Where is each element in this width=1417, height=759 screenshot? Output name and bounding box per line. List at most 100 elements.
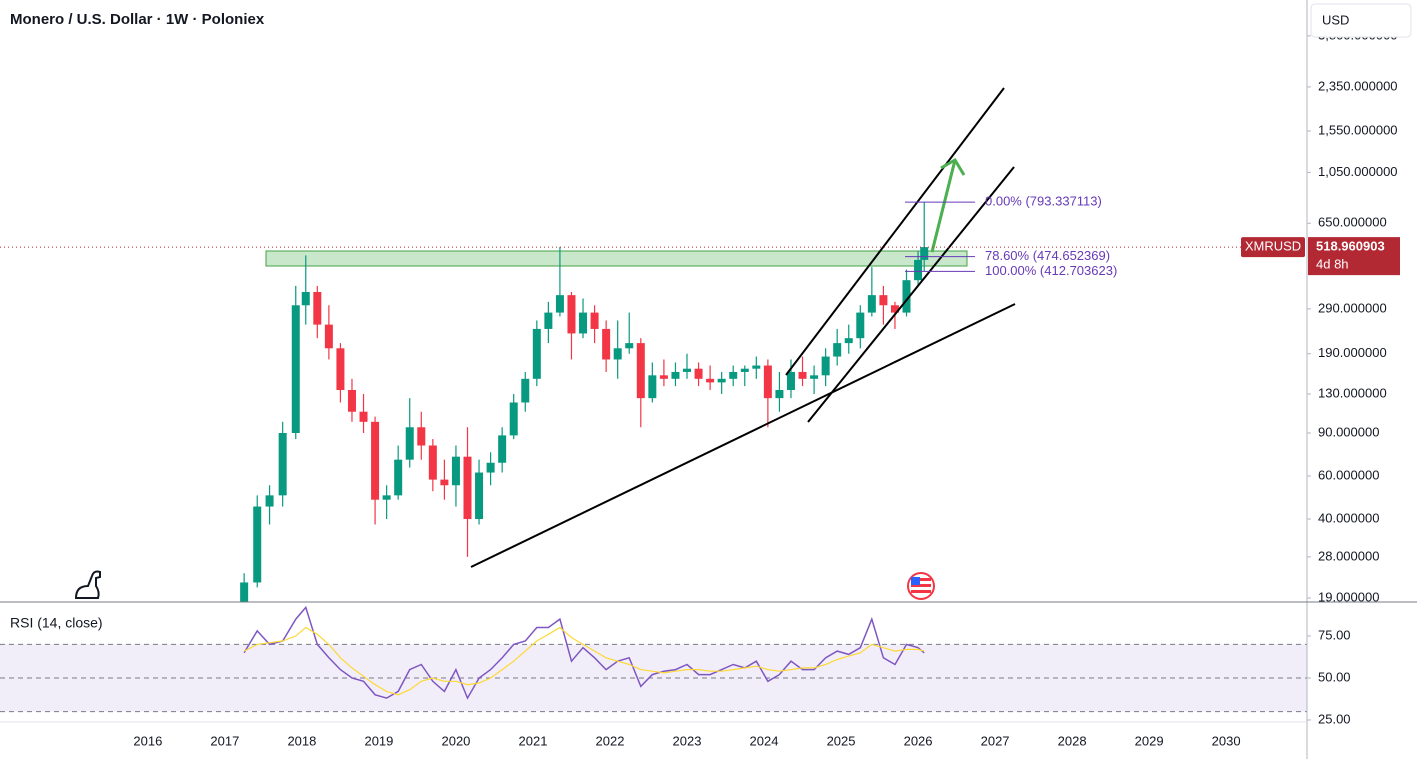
candle-body	[532, 328, 541, 379]
y-tick-label: 1,050.000000	[1318, 164, 1398, 179]
candle-body	[706, 378, 715, 383]
us-flag-icon	[907, 572, 935, 600]
currency-label[interactable]: USD	[1322, 12, 1349, 27]
x-tick-label: 2017	[210, 733, 239, 748]
candle-body	[475, 472, 484, 520]
x-tick-label: 2023	[673, 733, 702, 748]
candle-body	[451, 456, 460, 486]
candle-body	[867, 295, 876, 313]
candle-body	[371, 421, 380, 500]
candle-body	[763, 365, 772, 399]
candle-body	[498, 435, 507, 463]
x-tick-label: 2028	[1058, 733, 1087, 748]
y-tick-label: 190.000000	[1318, 345, 1387, 360]
y-tick-label: 19.000000	[1318, 589, 1379, 604]
candle-body	[347, 389, 356, 412]
arrow-head	[940, 157, 966, 176]
candle-body	[613, 348, 622, 360]
candle-body	[394, 459, 403, 496]
candle-body	[890, 305, 899, 313]
candle-body	[683, 368, 692, 372]
candle-body	[833, 343, 842, 357]
x-tick-label: 2024	[750, 733, 779, 748]
candle-body	[579, 312, 588, 334]
candle-body	[636, 343, 645, 399]
fib-label: 0.00% (793.337113)	[985, 194, 1102, 209]
candle-body	[786, 371, 795, 390]
candle-body	[544, 312, 553, 329]
symbol-label: XMRUSD	[1245, 239, 1301, 254]
y-tick-label: 130.000000	[1318, 385, 1387, 400]
candle-body	[405, 427, 414, 460]
candle-body	[879, 295, 888, 306]
candle-body	[729, 371, 738, 379]
rsi-pane	[0, 605, 1307, 713]
target-arrow	[930, 159, 957, 253]
y-tick-label: 650.000000	[1318, 215, 1387, 230]
candle-body	[625, 343, 634, 349]
rsi-tick-label: 25.00	[1318, 711, 1351, 726]
x-tick-label: 2020	[441, 733, 470, 748]
rsi-line	[243, 626, 925, 696]
candle-body	[486, 462, 495, 473]
candle-body	[417, 427, 426, 446]
candle-body	[463, 456, 472, 520]
candle-body	[810, 375, 819, 379]
x-tick-label: 2025	[827, 733, 856, 748]
y-tick-label: 90.000000	[1318, 424, 1379, 439]
candle-body	[428, 445, 437, 480]
currency-button[interactable]: USD	[1310, 3, 1412, 38]
candle-body	[313, 291, 322, 325]
candle-body	[359, 411, 368, 422]
candle-body	[671, 371, 680, 379]
candle-body	[602, 328, 611, 360]
candle-body	[821, 356, 830, 376]
candle-body	[694, 368, 703, 379]
fib-label: 100.00% (412.703623)	[985, 263, 1117, 278]
candle-body	[856, 312, 865, 339]
candle-body	[265, 495, 274, 507]
currency-box[interactable]	[1310, 3, 1412, 38]
candle-body	[567, 295, 576, 334]
y-tick-label: 2,350.000000	[1318, 78, 1398, 93]
candle-body	[844, 338, 853, 344]
candle-body	[278, 433, 287, 496]
x-tick-label: 2022	[596, 733, 625, 748]
candle-body	[717, 378, 726, 383]
candle-body	[301, 291, 310, 306]
y-tick-label: 290.000000	[1318, 300, 1387, 315]
y-tick-label: 1,550.000000	[1318, 122, 1398, 137]
rsi-title: RSI (14, close)	[10, 615, 103, 631]
candle-body	[440, 479, 449, 486]
price-axis: 19.000000 28.000000 40.000000 60.000000 90.0…	[1307, 27, 1398, 726]
x-tick-label: 2030	[1212, 733, 1241, 748]
x-tick-label: 2016	[133, 733, 162, 748]
price-pane	[240, 202, 968, 602]
candle-body	[324, 324, 333, 349]
price-label: 518.960903	[1316, 239, 1385, 254]
countdown-label: 4d 8h	[1316, 257, 1349, 272]
candle-body	[590, 312, 599, 329]
candle-body	[920, 247, 929, 260]
price-tag	[1308, 237, 1400, 276]
y-tick-label: 60.000000	[1318, 467, 1379, 482]
candle-body	[775, 389, 784, 399]
fib-label: 78.60% (474.652369)	[985, 248, 1110, 263]
candle-body	[382, 495, 391, 500]
x-tick-label: 2021	[519, 733, 548, 748]
chart-title: Monero / U.S. Dollar · 1W · Poloniex	[10, 11, 265, 28]
candle-body	[291, 305, 300, 434]
drawings: 0.00% (793.337113) 78.60% (474.652369)100…	[0, 87, 1307, 600]
x-tick-label: 2018	[287, 733, 316, 748]
candle-body	[648, 375, 657, 399]
y-tick-label: 28.000000	[1318, 548, 1379, 563]
trendline	[470, 303, 1016, 568]
x-tick-label: 2019	[364, 733, 393, 748]
candle-body	[240, 582, 249, 602]
candle-body	[555, 295, 564, 313]
candle-body	[336, 348, 345, 390]
channel-lower	[807, 166, 1015, 423]
rsi-tick-label: 75.00	[1318, 627, 1351, 642]
symbol-tag	[1241, 237, 1305, 258]
